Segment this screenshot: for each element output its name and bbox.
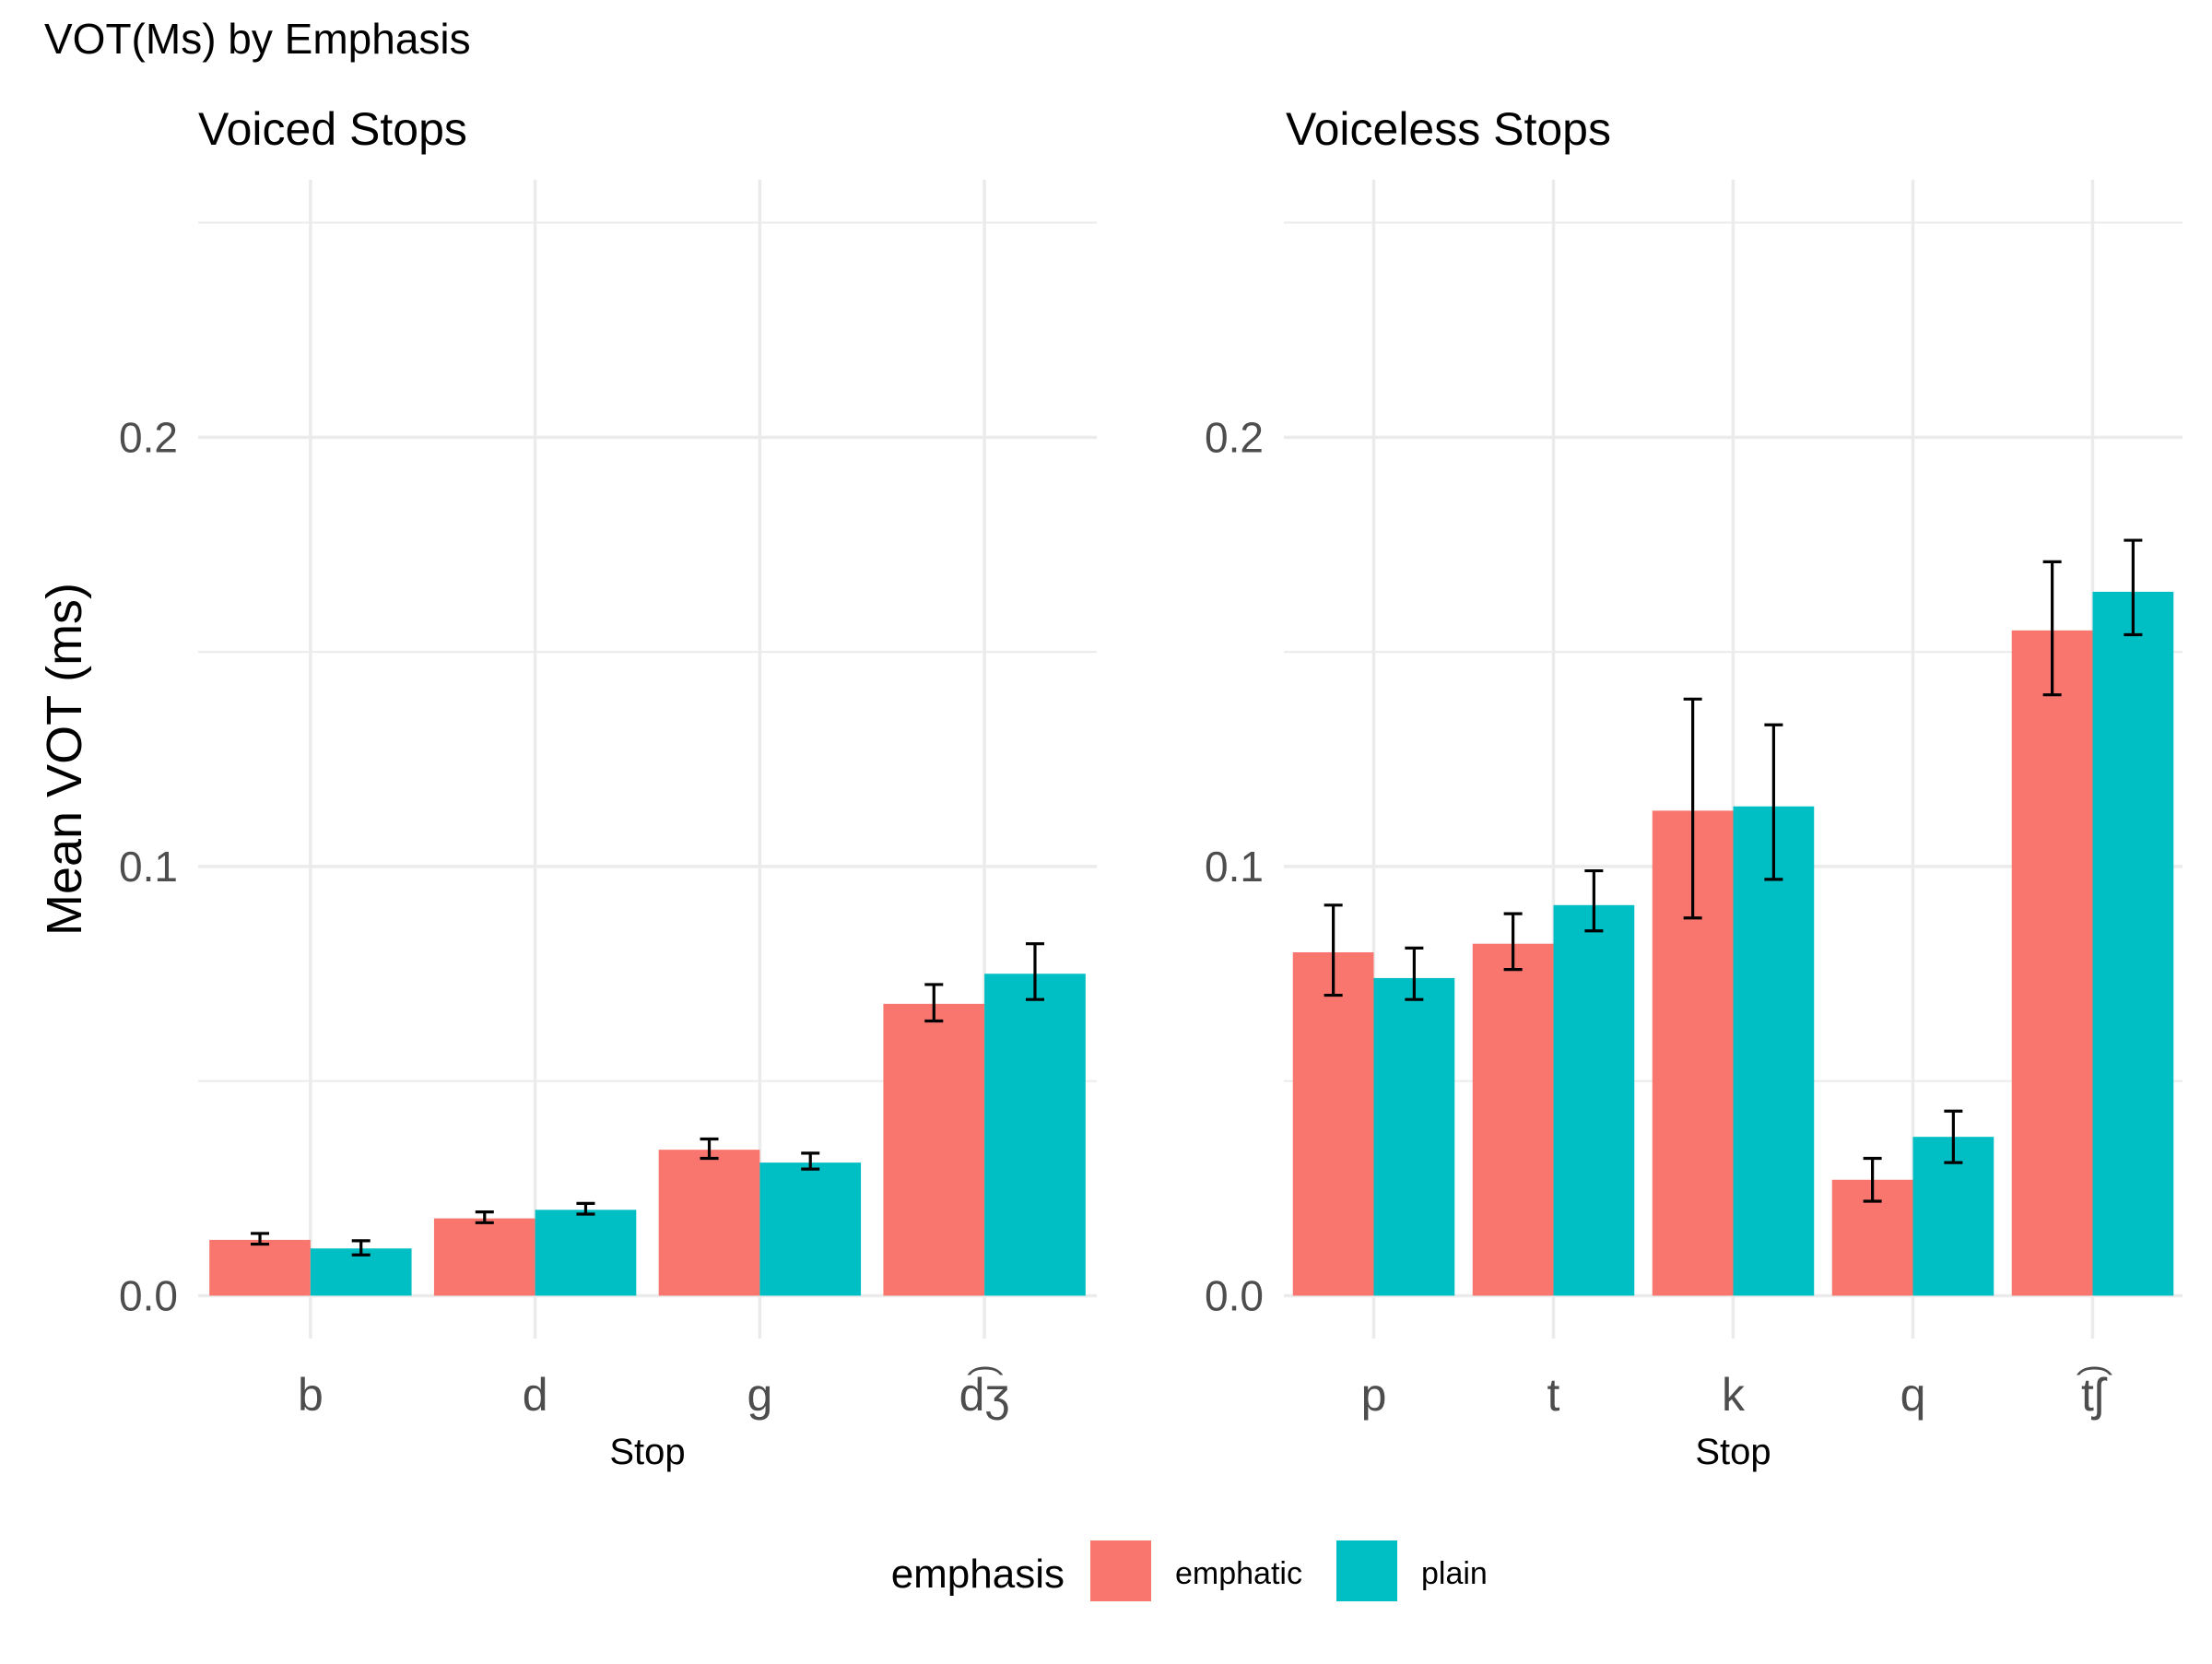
bar-emphatic-2 xyxy=(658,1150,760,1296)
x-tick-label: p xyxy=(1361,1369,1387,1421)
x-tick-label: d͡ʒ xyxy=(959,1366,1010,1421)
y-tick-label: 0.0 xyxy=(1205,1271,1264,1319)
y-tick-label: 0.2 xyxy=(1205,413,1264,461)
y-tick-label: 0.1 xyxy=(1205,843,1264,891)
bar-emphatic-1 xyxy=(1472,943,1554,1296)
x-tick-label: q xyxy=(1900,1369,1926,1421)
y-tick-label: 0.0 xyxy=(119,1271,178,1319)
bar-emphatic-3 xyxy=(883,1003,985,1296)
legend-label: plain xyxy=(1421,1556,1488,1591)
panel-title: Voiced Stops xyxy=(198,103,467,155)
x-tick-label: k xyxy=(1722,1369,1746,1421)
x-axis-label: Stop xyxy=(609,1432,685,1472)
x-tick-label: t͡ʃ xyxy=(2076,1366,2112,1421)
bar-plain-2 xyxy=(1733,806,1815,1296)
bar-plain-3 xyxy=(984,974,1086,1296)
legend-title: emphasis xyxy=(891,1552,1065,1597)
legend-key-plain xyxy=(1336,1540,1397,1601)
bar-emphatic-0 xyxy=(209,1239,311,1296)
y-tick-label: 0.1 xyxy=(119,843,178,891)
legend: emphasis emphatic plain xyxy=(891,1540,1488,1601)
bar-plain-1 xyxy=(535,1210,637,1296)
x-tick-label: d xyxy=(523,1369,548,1421)
bar-emphatic-4 xyxy=(2011,630,2093,1296)
bar-emphatic-0 xyxy=(1292,952,1374,1296)
bar-plain-0 xyxy=(1373,977,1455,1296)
x-tick-label: g xyxy=(747,1369,772,1421)
panel-title: Voiceless Stops xyxy=(1286,103,1611,155)
figure-title: VOT(Ms) by Emphasis xyxy=(44,15,471,63)
bar-plain-4 xyxy=(2092,591,2174,1296)
x-tick-label: b xyxy=(298,1369,324,1421)
y-axis-label: Mean VOT (ms) xyxy=(37,583,92,936)
y-tick-label: 0.2 xyxy=(119,413,178,461)
panel-voiced: 0.0 0.1 0.2 b d g d͡ʒ Stop Voiced Stops Mean VOT … xyxy=(37,103,1097,1472)
x-tick-label: t xyxy=(1547,1369,1560,1421)
bar-plain-2 xyxy=(759,1162,862,1296)
bar-plain-1 xyxy=(1553,904,1635,1296)
x-axis-label: Stop xyxy=(1695,1432,1771,1472)
legend-label: emphatic xyxy=(1175,1556,1302,1591)
panel-voiceless: 0.0 0.1 0.2 p t k q t͡ʃ Stop Voiceless Stops xyxy=(1205,103,2183,1472)
legend-key-emphatic xyxy=(1090,1540,1151,1601)
bar-emphatic-1 xyxy=(433,1218,535,1296)
